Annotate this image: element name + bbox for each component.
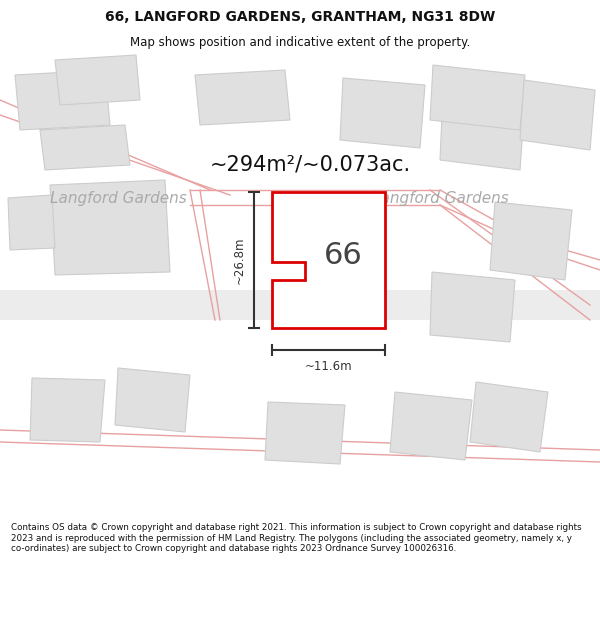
Polygon shape xyxy=(272,192,385,328)
Polygon shape xyxy=(50,180,170,275)
Text: ~294m²/~0.073ac.: ~294m²/~0.073ac. xyxy=(209,155,410,175)
Polygon shape xyxy=(430,272,515,342)
Polygon shape xyxy=(30,378,105,442)
Polygon shape xyxy=(8,195,55,250)
Polygon shape xyxy=(0,290,600,320)
Polygon shape xyxy=(195,70,290,125)
Polygon shape xyxy=(115,368,190,432)
Polygon shape xyxy=(340,78,425,148)
Polygon shape xyxy=(440,92,525,170)
Text: ~26.8m: ~26.8m xyxy=(233,236,246,284)
Polygon shape xyxy=(490,202,572,280)
Text: 66, LANGFORD GARDENS, GRANTHAM, NG31 8DW: 66, LANGFORD GARDENS, GRANTHAM, NG31 8DW xyxy=(105,10,495,24)
Polygon shape xyxy=(390,392,472,460)
Polygon shape xyxy=(470,382,548,452)
Polygon shape xyxy=(430,65,525,130)
Polygon shape xyxy=(520,80,595,150)
Text: 66: 66 xyxy=(324,241,363,269)
Text: Langford Gardens: Langford Gardens xyxy=(371,191,508,206)
Text: Langford Gardens: Langford Gardens xyxy=(50,191,187,206)
Polygon shape xyxy=(15,70,110,130)
Polygon shape xyxy=(265,402,345,464)
Text: ~11.6m: ~11.6m xyxy=(305,360,352,373)
Polygon shape xyxy=(40,125,130,170)
Text: Map shows position and indicative extent of the property.: Map shows position and indicative extent… xyxy=(130,36,470,49)
Text: Contains OS data © Crown copyright and database right 2021. This information is : Contains OS data © Crown copyright and d… xyxy=(11,523,581,553)
Polygon shape xyxy=(55,55,140,105)
